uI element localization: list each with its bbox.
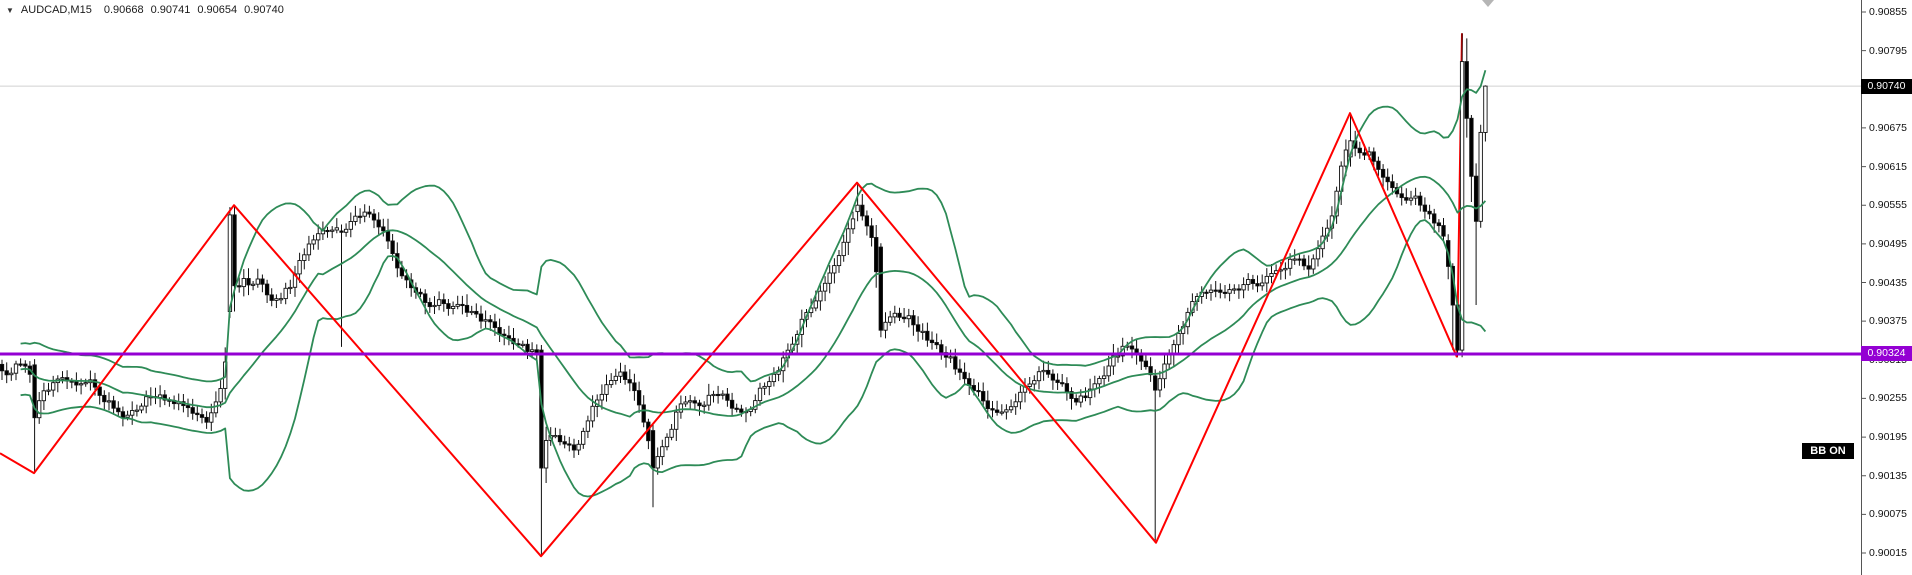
- current-price-label: 0.90740: [1861, 78, 1912, 94]
- bb-toggle-badge[interactable]: BB ON: [1802, 443, 1854, 459]
- price-tick-label: 0.90435: [1869, 276, 1907, 289]
- price-tick-label: 0.90555: [1869, 199, 1907, 212]
- price-tick-label: 0.90015: [1869, 547, 1907, 559]
- price-tick-label: 0.90795: [1869, 44, 1907, 57]
- candlesticks-layer: [0, 61, 1488, 469]
- quote-open: 0.90668: [103, 4, 144, 16]
- quote-close: 0.90740: [244, 4, 284, 16]
- quote-low: 0.90654: [197, 4, 238, 16]
- chart-title-bar: ▼ AUDCAD,M15 0.90668 0.90741 0.90654 0.9…: [6, 3, 291, 17]
- candle-wicks: [1, 33, 1486, 557]
- zigzag-line: [0, 112, 1458, 558]
- price-tick-label: 0.90255: [1869, 392, 1907, 405]
- symbol-timeframe-label: AUDCAD,M15: [20, 4, 92, 16]
- price-tick-label: 0.90135: [1869, 469, 1907, 482]
- price-tick-label: 0.90495: [1869, 237, 1907, 250]
- bollinger-lower-line: [20, 219, 1487, 498]
- chart-end-marker-icon: [1482, 0, 1494, 7]
- price-tick-label: 0.90675: [1869, 121, 1907, 134]
- symbol-dropdown-icon[interactable]: ▼: [6, 5, 14, 15]
- price-axis-ticks: [1861, 11, 1866, 554]
- bollinger-middle-line: [20, 175, 1487, 418]
- price-tick-label: 0.90855: [1869, 6, 1907, 18]
- bollinger-upper-line: [20, 70, 1487, 383]
- price-tick-label: 0.90075: [1869, 508, 1907, 521]
- price-tick-label: 0.90615: [1869, 160, 1907, 173]
- hline-price-label: 0.90324: [1861, 346, 1912, 362]
- price-tick-label: 0.90195: [1869, 431, 1907, 444]
- quote-high: 0.90741: [150, 4, 191, 16]
- price-tick-label: 0.90375: [1869, 315, 1907, 328]
